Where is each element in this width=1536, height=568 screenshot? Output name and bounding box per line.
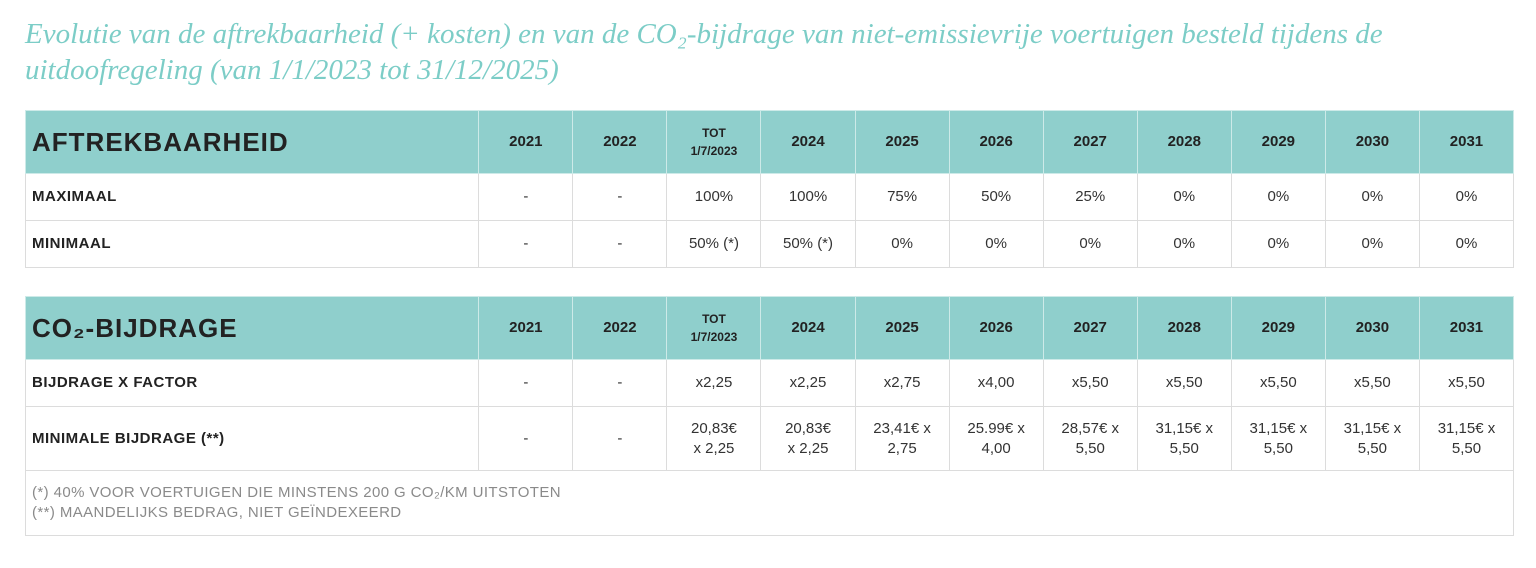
table-cell: x5,50: [1136, 359, 1232, 407]
header-cell: 2030: [1324, 110, 1420, 174]
data-table: CO₂-BIJDRAGE 2021 2022 TOT 1/7/2023 2024 2025…: [24, 296, 1515, 536]
table-cell: 100%: [760, 173, 856, 221]
header-cell: 2021: [478, 110, 574, 174]
table-cell: 0%: [1324, 173, 1420, 221]
table-cell: x5,50: [1324, 359, 1420, 407]
table-cell: 25%: [1042, 173, 1138, 221]
header-cell: CO₂-BIJDRAGE: [24, 296, 480, 360]
table-cell: 0%: [854, 220, 950, 268]
header-cell: 2025: [854, 296, 950, 360]
header-cell: 2026: [948, 296, 1044, 360]
header-cell: 2022: [572, 110, 668, 174]
table-cell: x2,25: [760, 359, 856, 407]
table-cell: -: [478, 220, 574, 268]
table-cell: BIJDRAGE X FACTOR: [24, 359, 480, 407]
header-cell: 2027: [1042, 296, 1138, 360]
footnote-row: (*) 40% VOOR VOERTUIGEN DIE MINSTENS 200…: [25, 470, 1514, 536]
header-cell: 2031: [1418, 296, 1515, 360]
table-cell: 28,57€ x 5,50: [1042, 406, 1138, 471]
title: Evolutie van de aftrekbaarheid (+ kosten…: [25, 18, 1383, 86]
header-cell: 2029: [1230, 296, 1326, 360]
header-cell: 2029: [1230, 110, 1326, 174]
header-cell: 2028: [1136, 296, 1232, 360]
header-cell: 2024: [760, 296, 856, 360]
table-cell: 20,83€ x 2,25: [760, 406, 856, 471]
table-row: BIJDRAGE X FACTOR - - x2,25 x2,25 x2,75 x4,00 x…: [24, 359, 1515, 407]
table-cell: 50% (*): [760, 220, 856, 268]
table-cell: x5,50: [1418, 359, 1515, 407]
header-cell: 2030: [1324, 296, 1420, 360]
header-cell: 2031: [1418, 110, 1515, 174]
table-cell: -: [478, 359, 574, 407]
table-cell: 23,41€ x 2,75: [854, 406, 950, 471]
header-cell: 2027: [1042, 110, 1138, 174]
data-table: AFTREKBAARHEID 2021 2022 TOT 1/7/2023 2024 20…: [24, 110, 1515, 268]
table-cell: MAXIMAAL: [24, 173, 480, 221]
table-cell: MINIMAAL: [24, 220, 480, 268]
table-row: MINIMALE BIJDRAGE (**) - -20,83€ x 2,25 20,…: [24, 406, 1515, 471]
table-cell: x5,50: [1230, 359, 1326, 407]
table-cell: x2,75: [854, 359, 950, 407]
table-cell: 31,15€ x 5,50: [1230, 406, 1326, 471]
table-cell: 0%: [1230, 220, 1326, 268]
header-cell: TOT 1/7/2023: [666, 296, 762, 360]
footnote: (*) 40% VOOR VOERTUIGEN DIE MINSTENS 200…: [32, 484, 561, 501]
table-cell: -: [572, 173, 668, 221]
table-cell: -: [572, 406, 668, 471]
header-cell: 2028: [1136, 110, 1232, 174]
table-cell: 75%: [854, 173, 950, 221]
table-cell: 0%: [1324, 220, 1420, 268]
footnote: (**) MAANDELIJKS BEDRAG, NIET GEÏNDEXEER…: [32, 504, 402, 521]
table-cell: 0%: [1418, 173, 1515, 221]
header-cell: AFTREKBAARHEID: [24, 110, 480, 174]
footnote-cell: (*) 40% VOOR VOERTUIGEN DIE MINSTENS 200…: [25, 470, 1514, 536]
header-cell: 2024: [760, 110, 856, 174]
table-row: MAXIMAAL - -100% 100% 75% 50% 25% 0% 0% 0% 0%: [24, 173, 1515, 221]
table-cell: 50% (*): [666, 220, 762, 268]
table-cell: 31,15€ x 5,50: [1324, 406, 1420, 471]
table-cell: 0%: [948, 220, 1044, 268]
header-cell: 2025: [854, 110, 950, 174]
table-cell: 0%: [1136, 220, 1232, 268]
table-cell: x4,00: [948, 359, 1044, 407]
header-cell: TOT 1/7/2023: [666, 110, 762, 174]
table-cell: 31,15€ x 5,50: [1136, 406, 1232, 471]
table-cell: x5,50: [1042, 359, 1138, 407]
table-cell: 20,83€ x 2,25: [666, 406, 762, 471]
table-cell: 50%: [948, 173, 1044, 221]
table-cell: -: [572, 359, 668, 407]
header-cell: 2026: [948, 110, 1044, 174]
table-cell: 100%: [666, 173, 762, 221]
table-cell: -: [478, 173, 574, 221]
table-cell: 25.99€ x 4,00: [948, 406, 1044, 471]
table-cell: x2,25: [666, 359, 762, 407]
table-cell: MINIMALE BIJDRAGE (**): [24, 406, 480, 471]
table-cell: 0%: [1418, 220, 1515, 268]
header-cell: 2022: [572, 296, 668, 360]
header-row: CO₂-BIJDRAGE 2021 2022 TOT 1/7/2023 2024 2025…: [24, 296, 1515, 360]
header-row: AFTREKBAARHEID 2021 2022 TOT 1/7/2023 2024 20…: [24, 110, 1515, 174]
table-cell: 0%: [1136, 173, 1232, 221]
header-cell: 2021: [478, 296, 574, 360]
table-cell: 31,15€ x 5,50: [1418, 406, 1515, 471]
table-cell: -: [572, 220, 668, 268]
table-cell: 0%: [1042, 220, 1138, 268]
table-row: MINIMAAL - -50% (*) 50% (*) 0% 0% 0% 0% 0% 0% 0%: [24, 220, 1515, 268]
table-cell: 0%: [1230, 173, 1326, 221]
table-cell: -: [478, 406, 574, 471]
